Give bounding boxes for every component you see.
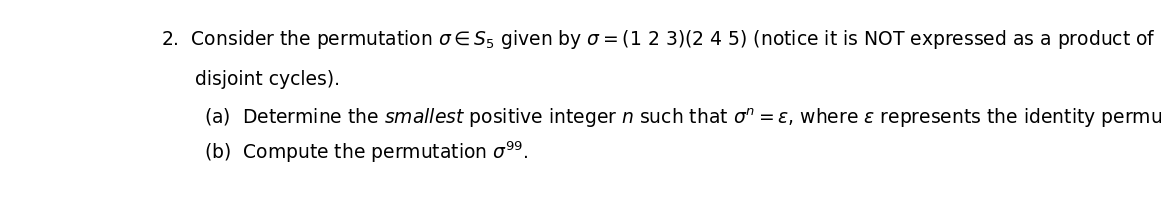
Text: 2.  Consider the permutation $\sigma \in S_5$ given by $\sigma = (1\ 2\ 3)(2\ 4\: 2. Consider the permutation $\sigma \in … xyxy=(161,28,1156,51)
Text: (a)  Determine the $\mathit{smallest}$ positive integer $n$ such that $\sigma^n : (a) Determine the $\mathit{smallest}$ po… xyxy=(203,106,1161,130)
Text: disjoint cycles).: disjoint cycles). xyxy=(195,70,340,89)
Text: (b)  Compute the permutation $\sigma^{99}$.: (b) Compute the permutation $\sigma^{99}… xyxy=(203,139,528,165)
